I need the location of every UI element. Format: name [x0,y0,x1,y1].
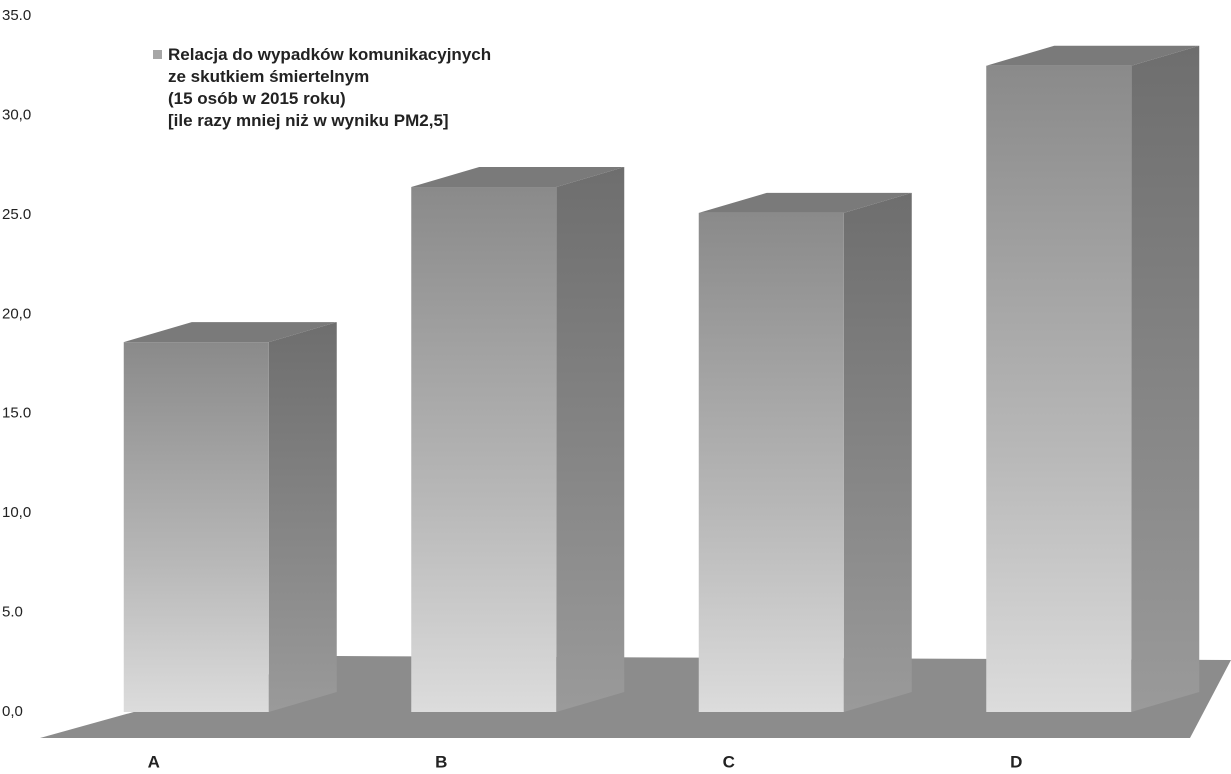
bar-front [411,187,557,712]
y-tick-label: 5.0 [2,604,23,621]
legend-label: Relacja do wypadków komunikacyjnych ze s… [168,45,492,130]
bar-side [268,322,337,712]
y-tick-label: 0,0 [2,703,23,720]
bar-side [1131,45,1200,712]
legend: Relacja do wypadków komunikacyjnych ze s… [153,44,491,132]
x-tick-label: B [435,752,447,771]
x-tick-label: C [723,752,735,771]
bar-front [698,212,844,712]
x-tick-label: A [148,752,160,771]
bar-top [698,192,912,213]
bar [123,322,337,712]
bar-front [986,65,1132,712]
y-tick-label: 30,0 [2,106,31,123]
bar-side [556,167,625,712]
y-tick-label: 35.0 [2,7,31,24]
y-tick-label: 10,0 [2,504,31,521]
y-tick-label: 25.0 [2,206,31,223]
bar-top [986,45,1200,66]
bar [411,167,625,712]
bar [698,192,912,712]
bar-front [123,342,269,712]
bar-top [411,167,625,188]
y-tick-label: 20,0 [2,305,31,322]
bar-top [123,322,337,343]
legend-swatch [153,50,162,59]
bar-side [843,192,912,712]
bar [986,45,1200,712]
floor [40,656,1231,738]
x-tick-label: D [1010,752,1022,771]
y-tick-label: 15.0 [2,405,31,422]
